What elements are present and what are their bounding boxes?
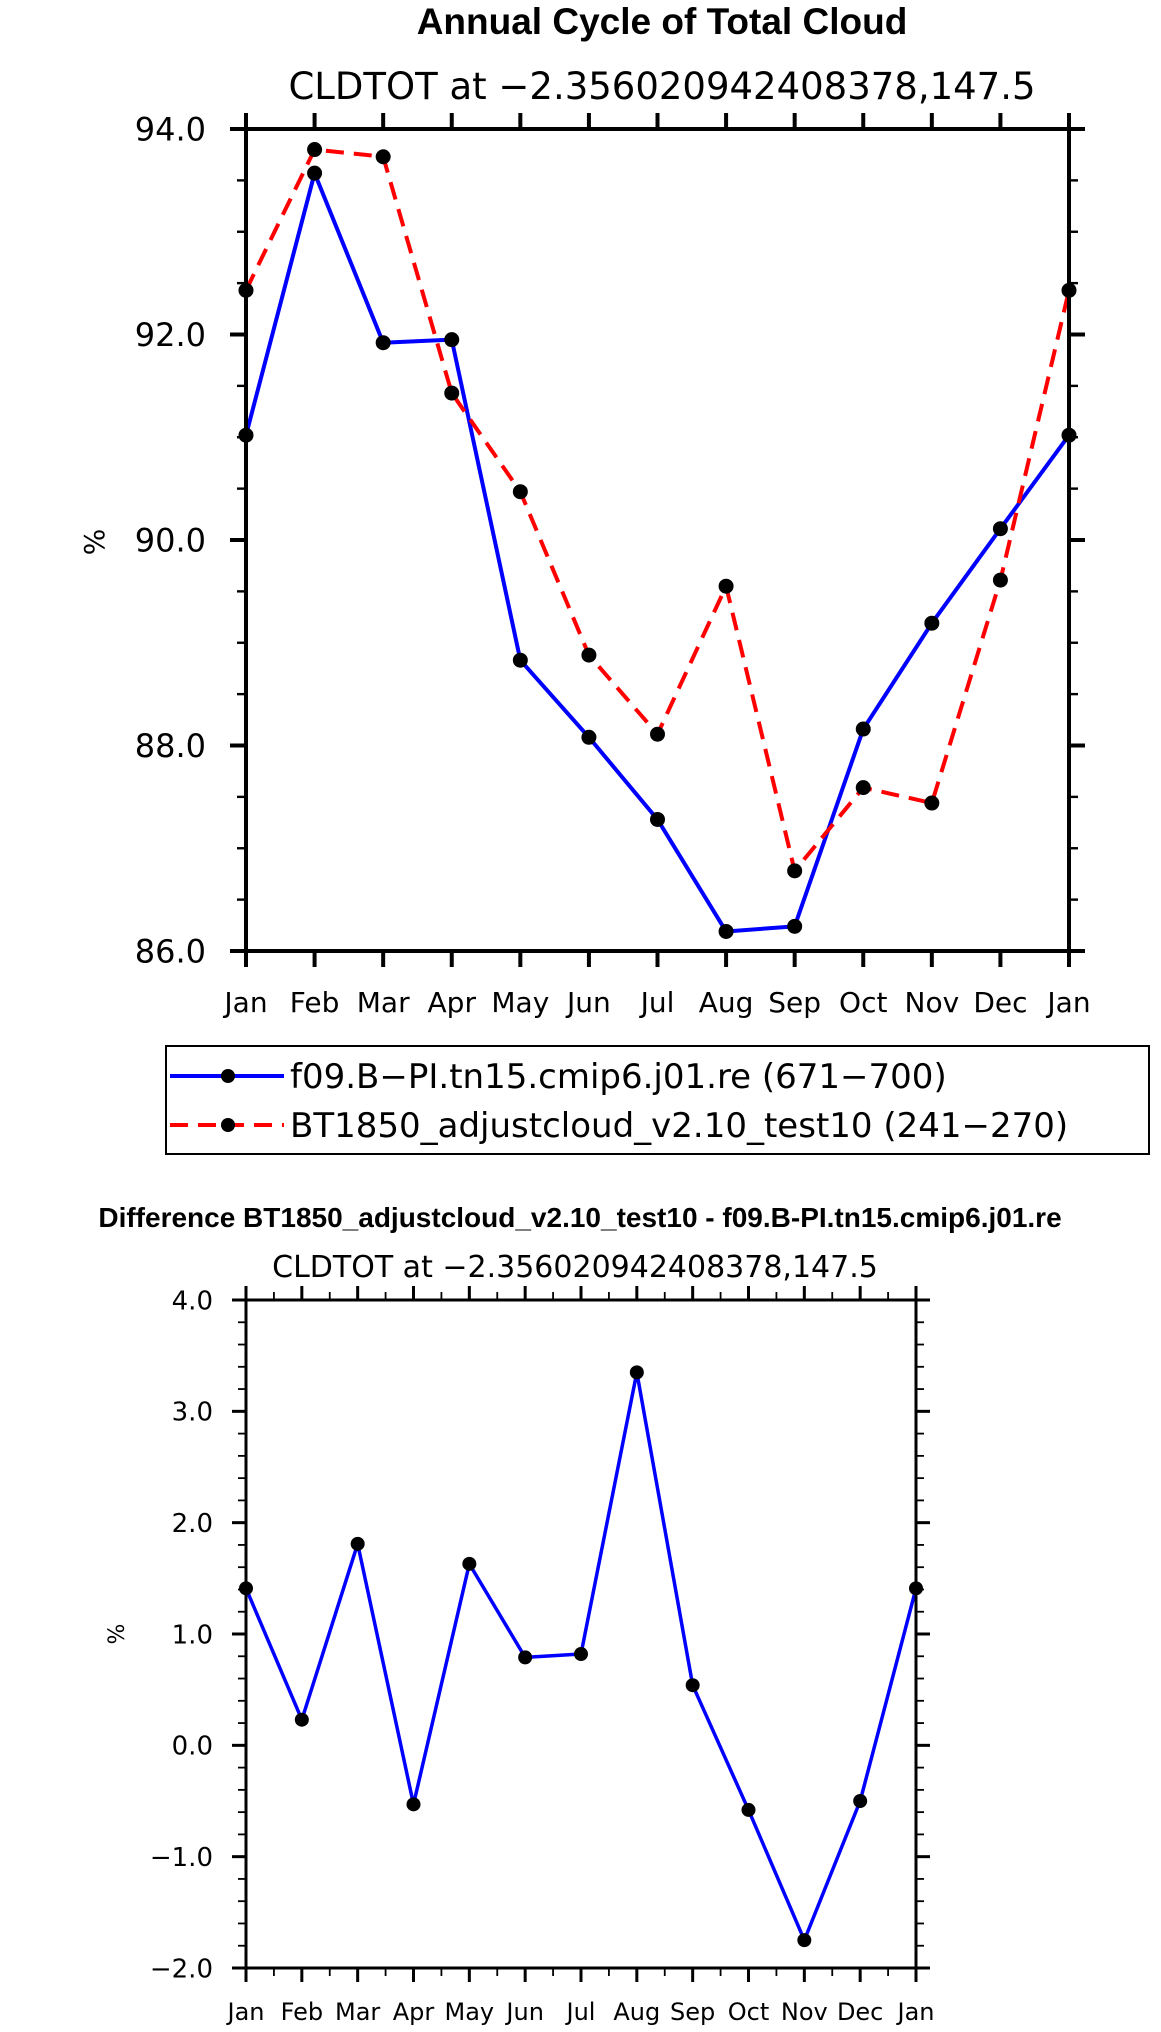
x-tick-label: Aug xyxy=(613,1998,660,2026)
diff-x-tick-labels: Jan Feb Mar Apr May Jun Jul Aug Sep Oct Nov Dec Jan xyxy=(226,1998,935,2026)
data-point-s1-6 xyxy=(650,811,665,827)
x-tick-label: Jun xyxy=(504,1998,544,2026)
y-tick-label: 0.0 xyxy=(172,1732,213,1762)
x-tick-label: Jun xyxy=(565,986,611,1019)
data-point-s1-11 xyxy=(853,1794,868,1808)
x-tick-label: Jan xyxy=(226,1998,265,2026)
y-tick-label: 1.0 xyxy=(172,1620,213,1650)
data-point-s1-1 xyxy=(294,1712,309,1727)
difference-chart: Difference BT1850_adjustcloud_v2.10_test… xyxy=(98,1202,1061,2026)
legend-label-2: BT1850_adjustcloud_v2.10_test10 (241−270… xyxy=(290,1106,1068,1146)
data-point-s1-2 xyxy=(350,1536,365,1551)
series-line-2 xyxy=(244,147,1071,873)
data-point-s2-2 xyxy=(375,149,391,165)
y-tick-label: 94.0 xyxy=(135,111,206,149)
data-point-s1-7 xyxy=(629,1365,644,1380)
chart-title: Annual Cycle of Total Cloud xyxy=(417,1,908,42)
x-tick-label: Apr xyxy=(428,986,477,1019)
diff-chart-subtitle: CLDTOT at −2.356020942408378,147.5 xyxy=(272,1250,878,1285)
data-point-s1-9 xyxy=(855,721,871,737)
legend-entry-1: f09.B−PI.tn15.cmip6.j01.re (671−700) xyxy=(170,1057,947,1097)
x-tick-label: Apr xyxy=(393,1998,435,2026)
y-tick-label: −1.0 xyxy=(150,1843,213,1873)
legend-entry-2: BT1850_adjustcloud_v2.10_test10 (241−270… xyxy=(170,1106,1068,1146)
x-tick-label: Dec xyxy=(837,1998,883,2026)
chart-subtitle: CLDTOT at −2.356020942408378,147.5 xyxy=(288,65,1035,108)
data-point-s2-5 xyxy=(581,647,597,663)
data-point-s1-6 xyxy=(574,1647,588,1662)
diff-plot-frame xyxy=(244,1298,918,1970)
x-tick-label: Jan xyxy=(222,986,267,1019)
diff-y-axis-label: % xyxy=(105,1624,130,1645)
data-point-s2-1 xyxy=(307,142,323,158)
data-point-s1-10 xyxy=(924,615,940,631)
y-axis-label: % xyxy=(78,529,111,556)
series-lines xyxy=(238,142,1077,939)
data-point-s1-1 xyxy=(307,165,323,181)
y-tick-label: 2.0 xyxy=(172,1509,213,1539)
axis-ticks xyxy=(230,113,1085,967)
diff-axis-ticks xyxy=(232,1286,930,1982)
data-point-s1-3 xyxy=(444,332,460,348)
data-point-s2-7 xyxy=(718,578,734,594)
data-point-s2-4 xyxy=(512,484,528,500)
diff-series-lines xyxy=(239,1365,923,1948)
legend-box xyxy=(165,1045,1150,1155)
annual-cycle-chart: Annual Cycle of Total Cloud CLDTOT at −2… xyxy=(78,1,1091,1019)
data-point-s1-5 xyxy=(581,729,597,745)
data-point-s2-8 xyxy=(787,863,803,879)
x-tick-labels: Jan Feb Mar Apr May Jun Jul Aug Sep Oct Nov Dec Jan xyxy=(222,986,1090,1019)
data-point-s1-5 xyxy=(518,1650,533,1665)
x-tick-label: Nov xyxy=(905,986,960,1019)
x-tick-label: Jan xyxy=(1045,986,1090,1019)
data-point-s2-9 xyxy=(855,780,871,796)
legend-swatch-marker-2 xyxy=(221,1118,235,1132)
y-tick-label: 90.0 xyxy=(135,522,206,560)
data-point-s1-2 xyxy=(375,335,391,351)
y-tick-label: 4.0 xyxy=(172,1286,213,1316)
data-point-s2-10 xyxy=(924,795,940,811)
x-tick-label: Oct xyxy=(839,986,887,1019)
data-point-s1-3 xyxy=(406,1797,421,1812)
data-point-s2-6 xyxy=(650,726,665,742)
data-point-s1-7 xyxy=(718,923,734,939)
x-tick-label: Sep xyxy=(670,1998,715,2026)
x-tick-label: Nov xyxy=(781,1998,828,2026)
plot-frame xyxy=(244,127,1071,953)
y-tick-label: 88.0 xyxy=(135,727,206,765)
y-tick-label: 86.0 xyxy=(135,933,206,971)
legend-label-1: f09.B−PI.tn15.cmip6.j01.re (671−700) xyxy=(290,1057,947,1097)
y-tick-label: 3.0 xyxy=(172,1398,213,1428)
x-tick-label: Mar xyxy=(335,1998,380,2026)
diff-y-tick-labels: −2.0 −1.0 0.0 1.0 2.0 3.0 4.0 xyxy=(150,1286,213,1984)
x-tick-label: Oct xyxy=(728,1998,770,2026)
x-tick-label: Jul xyxy=(565,1998,596,2026)
y-tick-labels: 86.0 88.0 90.0 92.0 94.0 xyxy=(135,111,206,971)
data-point-s1-11 xyxy=(992,521,1008,537)
data-point-s1-4 xyxy=(512,652,528,668)
diff-chart-title: Difference BT1850_adjustcloud_v2.10_test… xyxy=(98,1202,1061,1233)
x-tick-label: May xyxy=(445,1998,495,2026)
data-point-s1-10 xyxy=(797,1933,812,1948)
x-tick-label: Jan xyxy=(896,1998,935,2026)
data-point-s1-8 xyxy=(685,1678,700,1693)
x-tick-label: Jul xyxy=(639,986,675,1019)
x-tick-label: Aug xyxy=(699,986,754,1019)
data-point-s1-8 xyxy=(787,918,803,934)
y-tick-label: −2.0 xyxy=(150,1954,213,1984)
legend: f09.B−PI.tn15.cmip6.j01.re (671−700) BT1… xyxy=(165,1045,1150,1155)
data-point-s2-11 xyxy=(992,572,1008,588)
legend-swatch-marker-1 xyxy=(221,1069,235,1083)
data-point-s1-4 xyxy=(462,1556,477,1571)
x-tick-label: Feb xyxy=(281,1998,324,2026)
y-tick-label: 92.0 xyxy=(135,316,206,354)
data-point-s2-3 xyxy=(444,385,460,401)
x-tick-label: Sep xyxy=(768,986,821,1019)
x-tick-label: Dec xyxy=(973,986,1027,1019)
x-tick-label: May xyxy=(491,986,549,1019)
data-point-s1-9 xyxy=(741,1802,756,1817)
x-tick-label: Feb xyxy=(290,986,340,1019)
x-tick-label: Mar xyxy=(357,986,410,1019)
